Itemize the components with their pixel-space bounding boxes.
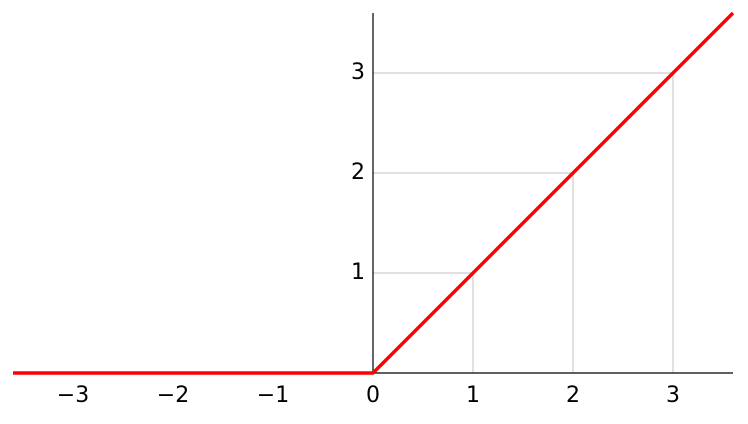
y-tick-label: 1 <box>351 260 365 285</box>
y-tick-label: 2 <box>351 160 365 185</box>
y-tick-label: 3 <box>351 60 365 85</box>
x-tick-label: 0 <box>366 383 380 408</box>
x-tick-label: 2 <box>566 383 580 408</box>
data-line <box>13 11 735 375</box>
x-tick-label: −3 <box>57 383 89 408</box>
x-tick-label: 1 <box>466 383 480 408</box>
x-tick-label: −1 <box>257 383 289 408</box>
x-tick-label: 3 <box>666 383 680 408</box>
x-tick-label: −2 <box>157 383 189 408</box>
